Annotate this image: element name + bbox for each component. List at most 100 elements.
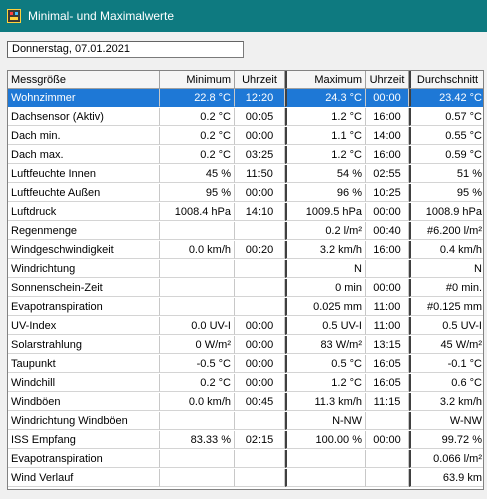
header-minimum[interactable]: Minimum xyxy=(160,71,235,89)
table-row[interactable]: Wind Verlauf 63.9 km xyxy=(8,469,483,487)
cell-minimum xyxy=(160,298,235,316)
cell-maximum: 1009.5 hPa xyxy=(285,203,366,221)
cell-max-time: 16:05 xyxy=(366,374,409,392)
cell-min-time: 11:50 xyxy=(235,165,285,183)
cell-minimum: 0.2 °C xyxy=(160,374,235,392)
cell-minimum: 0.0 UV-I xyxy=(160,317,235,335)
cell-max-time: 11:00 xyxy=(366,317,409,335)
cell-maximum: 0 min xyxy=(285,279,366,297)
cell-minimum xyxy=(160,469,235,487)
cell-maximum: 1.2 °C xyxy=(285,108,366,126)
cell-average: 23.42 °C xyxy=(409,89,483,107)
date-field[interactable]: Donnerstag, 07.01.2021 xyxy=(7,41,244,58)
cell-min-time: 00:20 xyxy=(235,241,285,259)
table-row[interactable]: Sonnenschein-Zeit 0 min 00:00 #0 min. xyxy=(8,279,483,297)
cell-minimum: 22.8 °C xyxy=(160,89,235,107)
cell-minimum xyxy=(160,279,235,297)
window-title: Minimal- und Maximalwerte xyxy=(28,9,175,23)
table-row[interactable]: Windrichtung Windböen N-NW W-NW xyxy=(8,412,483,430)
cell-measurement: Windchill xyxy=(8,374,160,392)
header-uhrzeit-max[interactable]: Uhrzeit xyxy=(366,71,409,89)
cell-min-time: 02:15 xyxy=(235,431,285,449)
table-row[interactable]: Luftfeuchte Außen 95 % 00:00 96 % 10:25 95 % xyxy=(8,184,483,202)
cell-maximum: 0.5 °C xyxy=(285,355,366,373)
cell-measurement: Evapotranspiration xyxy=(8,298,160,316)
cell-minimum xyxy=(160,222,235,240)
table-row[interactable]: UV-Index 0.0 UV-I 00:00 0.5 UV-I 11:00 0.5 UV… xyxy=(8,317,483,335)
table-row[interactable]: Solarstrahlung 0 W/m² 00:00 83 W/m² 13:15 45 … xyxy=(8,336,483,354)
cell-maximum: 54 % xyxy=(285,165,366,183)
cell-minimum: 95 % xyxy=(160,184,235,202)
cell-max-time: 11:00 xyxy=(366,298,409,316)
cell-maximum: 1.2 °C xyxy=(285,374,366,392)
table-row[interactable]: Dachsensor (Aktiv) 0.2 °C 00:05 1.2 °C 16:00… xyxy=(8,108,483,126)
cell-average: 0.5 UV-I xyxy=(409,317,483,335)
table-row[interactable]: Wohnzimmer 22.8 °C 12:20 24.3 °C 00:00 23.42 … xyxy=(8,89,483,107)
header-durchschnitt[interactable]: Durchschnitt xyxy=(409,71,483,89)
cell-max-time: 00:00 xyxy=(366,89,409,107)
table-row[interactable]: Dach min. 0.2 °C 00:00 1.1 °C 14:00 0.55 °C xyxy=(8,127,483,145)
cell-measurement: Windrichtung xyxy=(8,260,160,278)
table-row[interactable]: Dach max. 0.2 °C 03:25 1.2 °C 16:00 0.59 °C xyxy=(8,146,483,164)
cell-maximum: 1.2 °C xyxy=(285,146,366,164)
cell-min-time xyxy=(235,412,285,430)
cell-min-time: 03:25 xyxy=(235,146,285,164)
cell-average: 0.55 °C xyxy=(409,127,483,145)
cell-average: 0.59 °C xyxy=(409,146,483,164)
cell-minimum: 0.2 °C xyxy=(160,127,235,145)
cell-average: 0.6 °C xyxy=(409,374,483,392)
cell-min-time: 00:05 xyxy=(235,108,285,126)
cell-average: #0 min. xyxy=(409,279,483,297)
cell-maximum: 100.00 % xyxy=(285,431,366,449)
cell-minimum: 0.0 km/h xyxy=(160,241,235,259)
cell-max-time xyxy=(366,450,409,468)
cell-maximum: 0.5 UV-I xyxy=(285,317,366,335)
table-row[interactable]: Regenmenge 0.2 l/m² 00:40 #6.200 l/m² xyxy=(8,222,483,240)
header-messgroesse[interactable]: Messgröße xyxy=(8,71,160,89)
cell-average: 95 % xyxy=(409,184,483,202)
table-row[interactable]: Evapotranspiration 0.066 l/m² xyxy=(8,450,483,468)
cell-max-time xyxy=(366,469,409,487)
values-table[interactable]: Messgröße Minimum Uhrzeit Maximum Uhrzei… xyxy=(7,70,484,490)
table-row[interactable]: Luftfeuchte Innen 45 % 11:50 54 % 02:55 51 % xyxy=(8,165,483,183)
cell-measurement: Windgeschwindigkeit xyxy=(8,241,160,259)
cell-maximum: 11.3 km/h xyxy=(285,393,366,411)
cell-minimum xyxy=(160,450,235,468)
cell-average: 1008.9 hPa xyxy=(409,203,483,221)
cell-average: N xyxy=(409,260,483,278)
table-row[interactable]: Windrichtung N N xyxy=(8,260,483,278)
cell-maximum: 24.3 °C xyxy=(285,89,366,107)
title-bar[interactable]: Minimal- und Maximalwerte xyxy=(0,0,487,32)
cell-maximum: 96 % xyxy=(285,184,366,202)
table-header: Messgröße Minimum Uhrzeit Maximum Uhrzei… xyxy=(8,71,483,89)
cell-max-time: 16:05 xyxy=(366,355,409,373)
table-row[interactable]: Evapotranspiration 0.025 mm 11:00 #0.125 mm xyxy=(8,298,483,316)
cell-minimum: 0 W/m² xyxy=(160,336,235,354)
cell-average: 3.2 km/h xyxy=(409,393,483,411)
cell-max-time: 00:00 xyxy=(366,431,409,449)
cell-min-time: 00:00 xyxy=(235,374,285,392)
cell-measurement: Wind Verlauf xyxy=(8,469,160,487)
table-row[interactable]: Taupunkt -0.5 °C 00:00 0.5 °C 16:05 -0.1 °C xyxy=(8,355,483,373)
table-row[interactable]: Windgeschwindigkeit 0.0 km/h 00:20 3.2 km/h… xyxy=(8,241,483,259)
cell-measurement: Luftfeuchte Innen xyxy=(8,165,160,183)
table-row[interactable]: Windchill 0.2 °C 00:00 1.2 °C 16:05 0.6 °C xyxy=(8,374,483,392)
cell-measurement: Luftdruck xyxy=(8,203,160,221)
cell-max-time: 13:15 xyxy=(366,336,409,354)
table-row[interactable]: Windböen 0.0 km/h 00:45 11.3 km/h 11:15 3.2 k… xyxy=(8,393,483,411)
cell-average: 51 % xyxy=(409,165,483,183)
cell-measurement: Windböen xyxy=(8,393,160,411)
header-maximum[interactable]: Maximum xyxy=(285,71,366,89)
weather-station-icon xyxy=(7,9,21,23)
header-uhrzeit-min[interactable]: Uhrzeit xyxy=(235,71,285,89)
cell-maximum: 3.2 km/h xyxy=(285,241,366,259)
cell-max-time: 16:00 xyxy=(366,108,409,126)
cell-max-time: 11:15 xyxy=(366,393,409,411)
cell-min-time xyxy=(235,450,285,468)
cell-measurement: Dachsensor (Aktiv) xyxy=(8,108,160,126)
cell-max-time: 00:40 xyxy=(366,222,409,240)
cell-min-time xyxy=(235,298,285,316)
table-row[interactable]: Luftdruck 1008.4 hPa 14:10 1009.5 hPa 00:00 1… xyxy=(8,203,483,221)
table-row[interactable]: ISS Empfang 83.33 % 02:15 100.00 % 00:00 99.7… xyxy=(8,431,483,449)
cell-measurement: Dach max. xyxy=(8,146,160,164)
